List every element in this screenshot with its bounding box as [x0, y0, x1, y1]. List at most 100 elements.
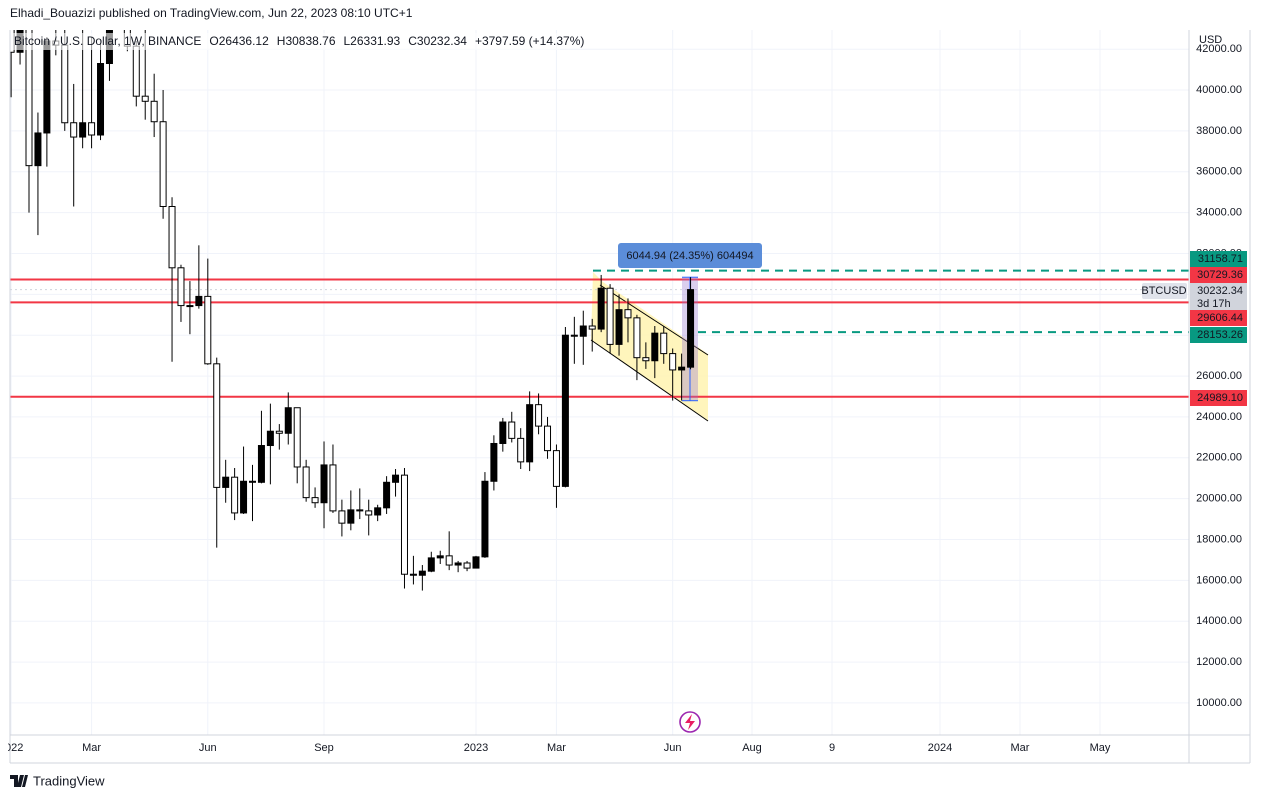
candle-body [624, 309, 632, 319]
price-tag-label: 30729.36 [1197, 269, 1243, 281]
measure-label-bg [618, 243, 762, 268]
candle-body [481, 480, 489, 558]
price-tag [1190, 283, 1247, 313]
candle-body [383, 481, 391, 509]
y-tick-label: 42000.00 [1196, 43, 1242, 55]
x-tick-label: Mar [547, 742, 566, 754]
candle-body [266, 430, 274, 447]
countdown: 3d 17h [1197, 298, 1231, 310]
candle-body [231, 476, 239, 514]
price-tag [1190, 267, 1247, 283]
y-tick-label: 34000.00 [1196, 207, 1242, 219]
candle-body [347, 509, 355, 524]
candle-body [678, 366, 686, 371]
candle-body [561, 334, 569, 487]
ohlc-value: L26331.93 [344, 34, 401, 48]
candle-body [213, 363, 221, 488]
candle-body [552, 450, 560, 487]
candles-layer [10, 30, 695, 591]
y-tick-label: 20000.00 [1196, 493, 1242, 505]
candle-body [597, 287, 605, 330]
x-tick-label: Mar [1011, 742, 1030, 754]
candle-body [284, 407, 292, 434]
candle-body [544, 425, 552, 452]
candle-body [159, 121, 167, 208]
ohlc: O26436.12 H30838.76 L26331.93 C30232.34 +379… [209, 34, 584, 48]
y-tick-label: 16000.00 [1196, 574, 1242, 586]
symbol: Bitcoin / U.S. Dollar, 1W, BINANCE [14, 34, 201, 48]
x-tick-label: 9 [829, 742, 835, 754]
candle-body [365, 510, 373, 516]
y-tick-label: 24000.00 [1196, 411, 1242, 423]
candle-body [61, 44, 69, 124]
candle-body [240, 480, 248, 514]
x-tick-label: 2024 [928, 742, 952, 754]
y-tick-label: 40000.00 [1196, 84, 1242, 96]
publisher: Elhadi_Bouazizi published on TradingView… [10, 6, 413, 20]
candle-body [392, 474, 400, 483]
ohlc-value: H30838.76 [277, 34, 336, 48]
x-tick-label: Aug [742, 742, 762, 754]
price-tag [1190, 310, 1247, 326]
candle-body [186, 305, 194, 308]
x-tick-label: May [1090, 742, 1111, 754]
y-tick-label: 36000.00 [1196, 166, 1242, 178]
candle-body [329, 464, 337, 512]
y-tick-label: 18000.00 [1196, 533, 1242, 545]
brand-logo [10, 775, 28, 787]
measure-label: 6044.94 (24.35%) 604494 [626, 250, 753, 262]
y-tick-label: 22000.00 [1196, 452, 1242, 464]
candle-body [97, 63, 105, 136]
x-tick-label: 2023 [464, 742, 488, 754]
candle-body [687, 289, 695, 368]
candle-body [472, 556, 480, 569]
price-tag [1190, 327, 1247, 343]
candle-body [43, 40, 51, 134]
candle-body [275, 430, 283, 434]
candle-body [588, 325, 596, 330]
candle-body [570, 334, 578, 337]
candle-body [257, 445, 265, 483]
price-tag-label: 24989.10 [1197, 392, 1243, 404]
price-tag [1190, 390, 1247, 406]
candle-body [615, 309, 623, 345]
event-bolt [685, 714, 695, 730]
y-tick-label: 14000.00 [1196, 615, 1242, 627]
candle-body [490, 442, 498, 482]
x-tick-label: Sep [314, 742, 334, 754]
legend-bg [12, 33, 560, 50]
candle-body [633, 317, 641, 359]
candle-body [526, 404, 534, 463]
candle-body [168, 206, 176, 269]
grid-layer [10, 30, 1189, 735]
candle-body [132, 45, 140, 97]
y-tick-label: 26000.00 [1196, 370, 1242, 382]
candle-body [606, 287, 614, 345]
candle-body [293, 407, 301, 468]
candle-body [34, 132, 42, 167]
candle-body [177, 267, 185, 307]
axis-left-mask [0, 740, 8, 756]
candle-body [25, 30, 33, 167]
price-tag [1190, 251, 1247, 267]
symbol-tag [1142, 283, 1187, 299]
price-tag-label: 31158.71 [1198, 253, 1243, 265]
candle-body [249, 480, 256, 483]
candle-body [508, 421, 516, 439]
candle-body [660, 332, 668, 355]
candle-body [427, 557, 435, 572]
brand: TradingView [33, 773, 105, 788]
candle-body [517, 437, 525, 463]
candle-body [204, 295, 212, 365]
candle-body [642, 357, 650, 362]
candle-body [79, 122, 87, 138]
candle-body [88, 122, 96, 136]
price-tag-label: 30232.34 [1197, 285, 1243, 297]
currency-label: USD [1199, 34, 1222, 46]
candle-body [302, 466, 310, 499]
candle-body [141, 95, 149, 102]
candle-body [320, 464, 328, 504]
candle-body [70, 122, 78, 138]
candle-body [445, 555, 453, 566]
